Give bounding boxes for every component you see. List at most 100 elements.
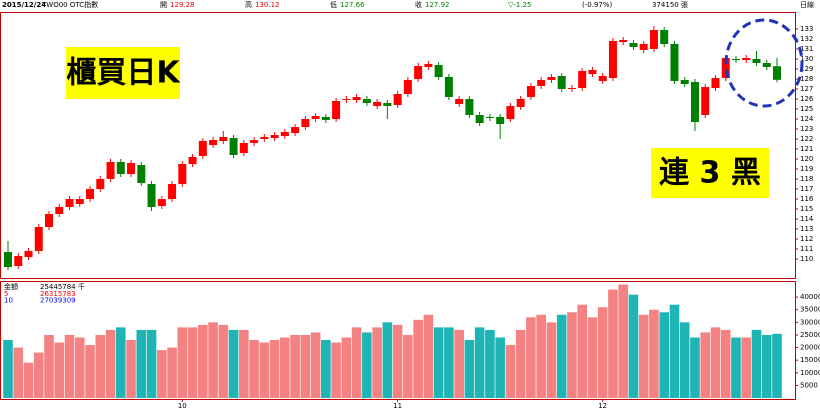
annotation: 櫃買日K [66,56,181,91]
volume-bar [628,294,639,398]
y-tick-label: 10000 [800,369,820,377]
highlight-circle [724,18,804,108]
volume-bar [720,329,731,398]
y-tick-label: 127 [800,85,813,93]
candle-body [168,184,177,199]
volume-bar [597,307,608,398]
volume-bar [115,327,126,398]
volume-bar [526,317,536,398]
volume-bar [13,347,24,398]
volume-bar [761,334,772,398]
volume-bar [23,362,34,398]
y-tick-label: 5000 [800,381,818,389]
annotation-box [651,148,769,198]
high-label: 高 [245,0,252,9]
candle-body [588,70,597,74]
candle-body [311,116,320,119]
volume-bar [74,337,85,398]
candle-body [711,78,720,88]
symbol: TWO00 OTC指數 [41,0,98,9]
candle-body [260,137,269,139]
candle-body [598,76,607,81]
candle-body [219,137,228,141]
candle-body [608,41,617,78]
volume-bar [208,322,218,398]
volume-bar [413,319,423,398]
volume-bar [105,329,116,398]
candle-body [239,143,248,153]
volume-bar [608,289,618,398]
y-tick-label: 121 [800,145,813,153]
y-tick-label: 131 [800,45,813,53]
volume-bar [669,304,680,398]
change-pct: (-0.97%) [582,1,612,9]
candle-body [537,80,546,86]
volume-bar [556,314,567,398]
candle-body [96,179,105,189]
volume-bar [136,329,147,398]
candle-body [75,199,84,204]
candle-body [762,63,771,67]
candle-body [434,65,443,77]
candle-body [291,127,300,133]
candle-body [127,163,136,174]
volume-bar [618,284,628,398]
candle-body [24,251,33,257]
legend-name: 10 [4,297,13,305]
volume-bar [280,337,290,398]
candle-body [516,99,525,107]
candle-body [270,135,279,138]
volume-bar [310,332,321,398]
volume-bar [33,352,44,398]
volume-bar [331,342,341,398]
volume-bar [505,345,516,398]
volume-bar [423,314,434,398]
candle-body [209,140,218,145]
candle-body [198,141,207,156]
period: 日線 [800,0,814,9]
volume-bar [126,340,136,398]
y-tick-label: 118 [800,175,813,183]
legend-value: 27039309 [40,297,76,305]
volume-bar [146,329,157,398]
volume-bar [177,327,188,398]
candle-body [496,117,505,124]
volume-bar [587,317,598,398]
candle-body [752,59,761,63]
volume-bar [64,334,75,398]
close-label: 收 [415,0,422,9]
volume-bar [464,340,475,398]
low-value: 127.66 [340,1,365,9]
volume-total: 374150 張 [652,1,688,9]
volume-bar [577,304,587,398]
volume-bar [187,327,198,398]
volume-bar [3,340,13,398]
y-tick-label: 122 [800,135,813,143]
candle-body [383,103,392,106]
volume-bar [444,327,454,398]
y-tick-label: 126 [800,95,814,103]
candle-body [485,117,494,118]
legend-name: 5 [4,290,8,298]
candle-body [373,102,382,106]
y-tick-label: 120 [800,155,813,163]
volume-bar [95,334,106,398]
x-tick-label: 10 [178,402,187,410]
candle-body [424,64,433,67]
y-tick-label: 113 [800,225,813,233]
volume-bar [700,332,711,398]
candle-body [701,87,710,115]
candle-body [773,66,781,80]
candle-body [137,165,146,183]
candle-body [639,44,648,50]
candle-body [332,101,341,119]
y-tick-label: 114 [800,215,814,223]
candle-body [250,140,259,143]
volume-bar [659,312,670,398]
volume-bar [259,342,270,398]
x-tick-label: 11 [393,402,402,410]
candle-body [721,58,730,78]
candle-body [301,119,310,127]
y-tick-label: 115 [800,205,813,213]
